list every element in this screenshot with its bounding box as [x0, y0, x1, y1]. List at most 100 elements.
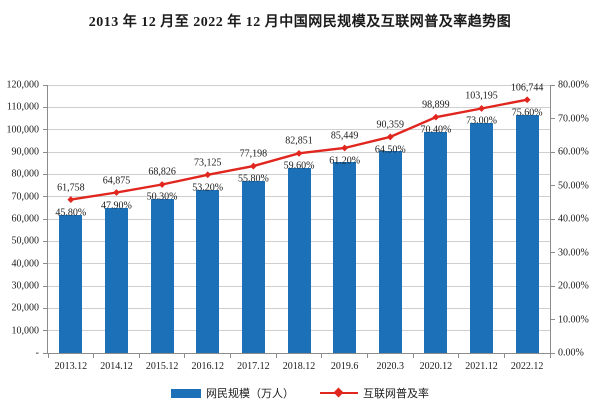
- line-marker-icon: [249, 162, 257, 170]
- y-axis-right-label: 40.00%: [558, 213, 589, 225]
- bar-series-swatch-icon: [171, 388, 201, 398]
- y-axis-left-label: -: [35, 347, 39, 359]
- y-axis-left-tick: [43, 84, 47, 86]
- x-axis-tick: [458, 354, 460, 358]
- bar-2013.12: [59, 215, 83, 353]
- y-axis-left-label: 90,000: [11, 146, 40, 158]
- bar-value-label: 103,195: [465, 90, 498, 102]
- y-axis-right-tick: [551, 285, 555, 287]
- line-marker-icon: [432, 113, 440, 121]
- y-axis-left-label: 70,000: [11, 191, 40, 203]
- x-axis-category-label: 2015.12: [145, 361, 179, 372]
- y-axis-right-label: 50.00%: [558, 180, 589, 191]
- y-axis-left-tick: [43, 106, 47, 108]
- y-axis-right-tick: [551, 319, 555, 320]
- x-axis-tick: [275, 354, 277, 358]
- y-axis-right-tick: [551, 218, 555, 220]
- bar-2014.12: [104, 208, 128, 353]
- penetration-rate-label: 53.20%: [192, 182, 224, 194]
- x-axis-tick: [412, 354, 414, 358]
- bar-value-label: 77,198: [239, 148, 268, 160]
- x-axis-category-label: 2014.12: [100, 361, 133, 372]
- penetration-rate-label: 64.50%: [374, 144, 406, 156]
- gridline: [48, 106, 550, 108]
- gridline: [48, 129, 550, 131]
- y-axis-left-tick: [43, 218, 47, 220]
- line-series-label: 互联网普及率: [363, 388, 429, 400]
- y-axis-left-tick: [43, 151, 47, 153]
- y-axis-left-label: 10,000: [11, 325, 40, 337]
- y-axis-right-tick: [551, 252, 555, 253]
- x-axis-tick: [47, 354, 49, 358]
- x-axis-tick: [230, 354, 232, 358]
- chart-title: 2013 年 12 月至 2022 年 12 月中国网民规模及互联网普及率趋势图: [88, 15, 512, 30]
- y-axis-right-label: 70.00%: [558, 113, 589, 124]
- bar-series-label: 网民规模（万人）: [206, 388, 294, 400]
- bar-2022.12: [515, 114, 539, 353]
- line-marker-icon: [341, 144, 349, 152]
- y-axis-left-label: 60,000: [11, 213, 40, 225]
- y-axis-left-label: 100,000: [6, 124, 40, 136]
- y-axis-left-label: 30,000: [11, 280, 40, 292]
- line-series-swatch-icon: [320, 387, 358, 398]
- y-axis-left-label: 120,000: [6, 79, 40, 91]
- line-marker-icon: [386, 133, 394, 141]
- y-axis-left-tick: [43, 263, 47, 265]
- y-axis-right-label: 80.00%: [558, 79, 589, 91]
- y-axis-left-tick: [43, 352, 47, 354]
- gridline: [48, 84, 550, 86]
- penetration-rate-label: 47.90%: [101, 200, 132, 212]
- x-axis-tick: [321, 354, 323, 358]
- penetration-rate-label: 45.80%: [55, 207, 87, 219]
- y-axis-right-tick: [551, 352, 555, 354]
- bar-value-label: 106,744: [510, 82, 544, 94]
- x-axis-category-label: 2019.6: [330, 361, 359, 372]
- x-axis-category-label: 2018.12: [282, 361, 316, 372]
- bar-2020.3: [378, 151, 402, 353]
- y-axis-left-tick: [43, 330, 47, 332]
- y-axis-left-line: [47, 85, 48, 354]
- y-axis-right-line: [550, 85, 551, 354]
- bar-2016.12: [196, 189, 220, 353]
- y-axis-right-label: 0.00%: [558, 347, 584, 359]
- y-axis-left-tick: [43, 240, 47, 242]
- legend-item-netizen-scale: 网民规模（万人）: [171, 385, 294, 401]
- x-axis-tick: [549, 354, 551, 358]
- x-axis-tick: [184, 354, 186, 358]
- y-axis-left-label: 40,000: [11, 258, 40, 270]
- x-axis-category-label: 2020.3: [376, 361, 405, 372]
- line-marker-icon: [67, 196, 75, 203]
- penetration-rate-label: 61.20%: [329, 155, 361, 167]
- bar-2017.12: [241, 180, 265, 353]
- x-axis-category-label: 2017.12: [237, 361, 270, 372]
- y-axis-left-label: 80,000: [11, 168, 40, 180]
- bar-value-label: 68,826: [148, 166, 176, 178]
- x-axis-tick: [366, 354, 368, 358]
- bar-value-label: 61,758: [57, 182, 85, 194]
- y-axis-left-tick: [43, 285, 47, 287]
- legend: 网民规模（万人） 互联网普及率: [0, 385, 600, 401]
- line-swatch-marker: [333, 387, 344, 398]
- line-marker-icon: [204, 171, 212, 179]
- line-marker-icon: [478, 105, 485, 112]
- y-axis-right-tick: [551, 151, 555, 153]
- penetration-rate-label: 50.30%: [146, 191, 178, 203]
- bar-2019.6: [333, 162, 357, 353]
- x-axis-line: [48, 353, 550, 354]
- y-axis-left-label: 50,000: [11, 235, 40, 247]
- bar-2018.12: [287, 167, 311, 353]
- penetration-rate-label: 75.60%: [511, 107, 543, 119]
- bar-value-label: 64,875: [102, 175, 131, 187]
- bar-2015.12: [150, 199, 174, 353]
- line-marker-icon: [295, 149, 303, 157]
- line-marker-icon: [523, 96, 531, 104]
- y-axis-right-tick: [551, 185, 555, 186]
- y-axis-left-label: 110,000: [6, 101, 39, 113]
- bar-value-label: 98,899: [422, 99, 450, 111]
- x-axis-tick: [93, 354, 95, 358]
- y-axis-left-tick: [43, 173, 47, 175]
- x-axis-category-label: 2022.12: [510, 361, 544, 372]
